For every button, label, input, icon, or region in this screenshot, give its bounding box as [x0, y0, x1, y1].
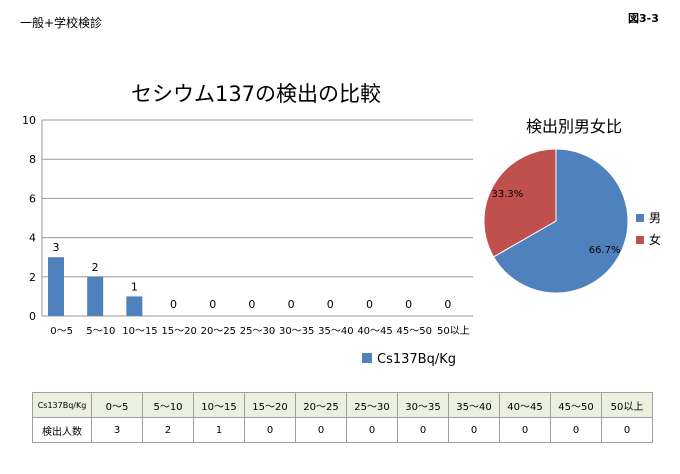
table-cell: 0: [499, 417, 551, 443]
table-column-header: 30〜35: [397, 392, 449, 418]
table-column-header: 15〜20: [244, 392, 296, 418]
bar-legend-swatch: [362, 353, 372, 363]
table-column-header: 50以上: [601, 392, 653, 418]
bar-legend-label: Cs137Bq/Kg: [377, 352, 456, 367]
pie-data-label: 33.3%: [492, 189, 524, 200]
y-tick-label: 6: [29, 192, 36, 205]
pie-slice: [492, 148, 629, 294]
y-tick-label: 4: [29, 232, 36, 245]
y-tick-label: 8: [29, 153, 36, 166]
table-column-header: 35〜40: [448, 392, 500, 418]
x-tick-label: 20〜25: [201, 326, 236, 337]
pie-legend-label: 女: [649, 232, 661, 247]
bar-data-label: 0: [405, 298, 412, 311]
table-row-label: 検出人数: [32, 417, 92, 443]
table-cell: 0: [295, 417, 347, 443]
table-header-label: Cs137Bq/Kg: [32, 392, 92, 418]
bar-data-label: 2: [92, 261, 99, 274]
bar-data-label: 0: [248, 298, 255, 311]
bar-data-label: 1: [131, 280, 138, 293]
x-tick-label: 5〜10: [86, 326, 115, 337]
table-column-header: 0〜5: [91, 392, 143, 418]
x-tick-label: 45〜50: [397, 326, 432, 337]
x-tick-label: 0〜5: [50, 326, 73, 337]
table-column-header: 45〜50: [550, 392, 602, 418]
table-column-header: 40〜45: [499, 392, 551, 418]
figure-number: 図3-3: [628, 12, 659, 25]
table-cell: 2: [142, 417, 194, 443]
pie-chart-title: 検出別男女比: [526, 117, 622, 136]
table-column-header: 25〜30: [346, 392, 398, 418]
table-column-header: 5〜10: [142, 392, 194, 418]
x-tick-label: 25〜30: [240, 326, 275, 337]
y-tick-label: 0: [29, 310, 36, 323]
pie-legend-swatch: [636, 236, 644, 244]
table-cell: 0: [397, 417, 449, 443]
y-tick-label: 10: [22, 114, 36, 127]
bar-data-label: 0: [288, 298, 295, 311]
table-cell: 0: [244, 417, 296, 443]
table-header-row: Cs137Bq/Kg 0〜5 5〜10 10〜15 15〜20 20〜25 25〜30 30…: [32, 392, 653, 418]
bar-data-label: 0: [327, 298, 334, 311]
pie-legend-label: 男: [649, 211, 661, 225]
bar: [126, 296, 143, 316]
table-cell: 0: [448, 417, 500, 443]
pie-slice: [483, 148, 557, 258]
pie-data-label: 66.7%: [589, 245, 621, 256]
bar-chart-title: セシウム137の検出の比較: [131, 82, 381, 106]
data-table: Cs137Bq/Kg 0〜5 5〜10 10〜15 15〜20 20〜25 25〜30 30…: [32, 392, 653, 443]
pie-chart: 検出別男女比 66.7% 男 33.3% 女: [483, 117, 661, 294]
bar-data-label: 3: [53, 241, 60, 254]
table-column-header: 10〜15: [193, 392, 245, 418]
x-tick-label: 40〜45: [357, 326, 392, 337]
bar: [87, 276, 104, 316]
x-tick-label: 50以上: [437, 325, 470, 337]
table-cell: 0: [346, 417, 398, 443]
pie-legend-swatch: [636, 214, 644, 222]
x-tick-label: 30〜35: [279, 326, 314, 337]
bar-chart: セシウム137の検出の比較 0 2 4 6 8 10 3 0〜5 2 5〜10 1 10〜15 0 15〜2…: [22, 82, 473, 337]
table-cell: 0: [601, 417, 653, 443]
bar-data-label: 0: [444, 298, 451, 311]
table-cell: 0: [550, 417, 602, 443]
x-tick-label: 10〜15: [122, 326, 157, 337]
header-left-label: 一般+学校検診: [20, 16, 103, 30]
bar-legend: Cs137Bq/Kg: [362, 352, 456, 367]
bar: [48, 257, 64, 316]
table-column-header: 20〜25: [295, 392, 347, 418]
bar-data-label: 0: [366, 298, 373, 311]
y-tick-label: 2: [29, 271, 36, 284]
x-tick-label: 35〜40: [318, 326, 353, 337]
x-tick-label: 15〜20: [161, 326, 196, 337]
bar-data-label: 0: [209, 298, 216, 311]
table-cell: 3: [91, 417, 143, 443]
table-cell: 1: [193, 417, 245, 443]
bar-data-label: 0: [170, 298, 177, 311]
